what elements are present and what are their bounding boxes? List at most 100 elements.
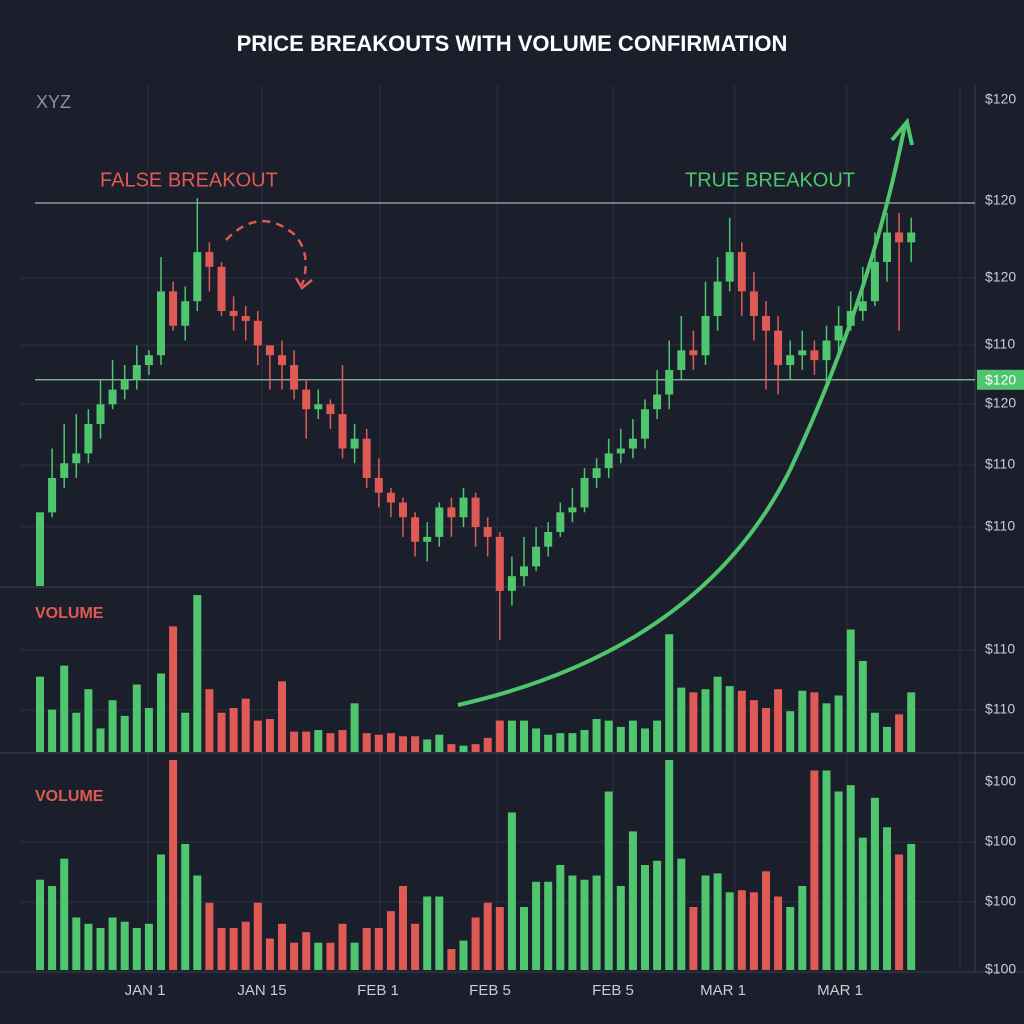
volume-bar bbox=[326, 733, 335, 752]
volume-bar bbox=[169, 760, 178, 970]
volume-bar bbox=[858, 660, 867, 752]
volume-bar bbox=[604, 720, 613, 752]
candle-body bbox=[628, 438, 637, 449]
volume-bar bbox=[217, 712, 226, 752]
candle-body bbox=[907, 232, 916, 243]
candle-body bbox=[350, 438, 359, 449]
volume-bar bbox=[568, 733, 577, 752]
volume-bar bbox=[774, 896, 783, 970]
volume-bar bbox=[386, 733, 395, 752]
volume-bar bbox=[157, 673, 165, 752]
volume-bar bbox=[132, 684, 141, 752]
candle-body bbox=[108, 389, 117, 405]
volume-bar bbox=[786, 711, 795, 752]
candle-body bbox=[870, 261, 879, 302]
volume-bar bbox=[556, 733, 565, 752]
volume-bar bbox=[737, 890, 746, 970]
volume-bar bbox=[520, 720, 528, 752]
volume-bar bbox=[895, 714, 904, 752]
volume-bar bbox=[411, 736, 420, 752]
x-axis-label: FEB 5 bbox=[592, 982, 634, 999]
volume-bar bbox=[229, 928, 238, 970]
volume-bar bbox=[749, 700, 758, 752]
volume-bar bbox=[48, 709, 57, 752]
candle-body bbox=[483, 527, 492, 537]
y-axis-label: $120 bbox=[985, 192, 1016, 208]
candle-body bbox=[144, 355, 153, 366]
volume-bar bbox=[677, 858, 686, 970]
candle-body bbox=[774, 330, 783, 366]
candle-body bbox=[72, 453, 81, 464]
candle-body bbox=[374, 477, 383, 493]
volume-bar bbox=[520, 907, 528, 970]
volume-bar bbox=[36, 879, 44, 970]
y-axis-label: $110 bbox=[985, 641, 1015, 657]
volume-bar bbox=[338, 923, 347, 970]
volume-bar bbox=[157, 854, 165, 970]
candle-body bbox=[314, 404, 323, 410]
candle-body bbox=[84, 423, 93, 454]
candle-body bbox=[749, 291, 758, 316]
y-axis-label: $100 bbox=[985, 961, 1016, 977]
volume-bar bbox=[653, 720, 662, 752]
volume-bar bbox=[374, 928, 383, 970]
candle-body bbox=[725, 252, 734, 282]
volume-bar bbox=[641, 865, 649, 970]
volume-bar bbox=[870, 797, 879, 970]
annotation: FALSE BREAKOUT bbox=[100, 169, 278, 191]
candle-body bbox=[157, 291, 165, 356]
candle-body bbox=[507, 576, 516, 591]
volume-bar bbox=[858, 837, 867, 970]
volume-bar bbox=[810, 692, 819, 752]
volume-bar bbox=[628, 720, 637, 752]
candle-body bbox=[604, 453, 613, 469]
volume-bar bbox=[193, 875, 202, 970]
volume-bar bbox=[762, 871, 770, 970]
volume-bar bbox=[665, 634, 674, 752]
candle-body bbox=[36, 512, 44, 586]
volume-bar bbox=[532, 728, 541, 752]
volume-bar bbox=[181, 844, 190, 970]
volume-bar bbox=[883, 827, 891, 970]
volume-bar bbox=[725, 892, 734, 970]
volume-bar bbox=[350, 942, 359, 970]
volume-bar bbox=[544, 881, 553, 970]
volume-bar bbox=[253, 902, 262, 970]
candle-body bbox=[895, 232, 904, 243]
volume-bar bbox=[713, 676, 722, 752]
volume-bar bbox=[471, 917, 480, 970]
volume-bar bbox=[36, 676, 44, 752]
volume-bar bbox=[338, 730, 347, 752]
volume-bar bbox=[846, 629, 855, 752]
candle-body bbox=[737, 252, 746, 292]
volume-bar bbox=[762, 708, 770, 752]
volume-bar bbox=[326, 942, 335, 970]
volume-bar bbox=[870, 712, 879, 752]
volume-bar bbox=[701, 689, 710, 752]
volume-bar bbox=[798, 886, 807, 970]
volume-bar bbox=[241, 921, 250, 970]
volume-bar bbox=[532, 881, 541, 970]
candle-body bbox=[713, 281, 722, 316]
volume-bar bbox=[447, 949, 456, 970]
candle-body bbox=[265, 345, 274, 356]
candle-body bbox=[810, 350, 819, 361]
volume-bar bbox=[616, 886, 625, 970]
volume-bar bbox=[907, 844, 916, 970]
volume-bar bbox=[447, 744, 456, 752]
candle-body bbox=[701, 315, 710, 356]
arrow-head bbox=[294, 277, 313, 290]
volume-bar bbox=[314, 730, 323, 752]
volume-bar bbox=[193, 595, 202, 752]
x-axis-label: FEB 1 bbox=[357, 982, 399, 999]
annotation: TRUE BREAKOUT bbox=[685, 169, 855, 191]
volume-bar bbox=[507, 720, 516, 752]
volume-bar bbox=[774, 689, 783, 752]
volume-bar bbox=[96, 928, 105, 970]
x-axis-label: FEB 5 bbox=[469, 982, 511, 999]
volume-bar bbox=[628, 831, 637, 970]
volume-bar bbox=[290, 731, 299, 752]
volume-bar bbox=[60, 665, 69, 752]
candle-body bbox=[362, 438, 371, 478]
candle-body bbox=[253, 320, 262, 346]
